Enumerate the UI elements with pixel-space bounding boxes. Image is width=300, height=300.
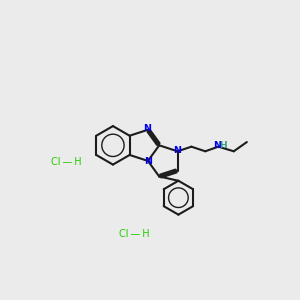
Text: N: N — [173, 146, 181, 155]
Text: Cl — H: Cl — H — [119, 229, 150, 239]
Text: N: N — [213, 141, 221, 150]
Text: N: N — [143, 124, 151, 134]
Text: H: H — [219, 141, 227, 150]
Text: Cl — H: Cl — H — [51, 157, 82, 166]
Text: N: N — [144, 157, 152, 166]
